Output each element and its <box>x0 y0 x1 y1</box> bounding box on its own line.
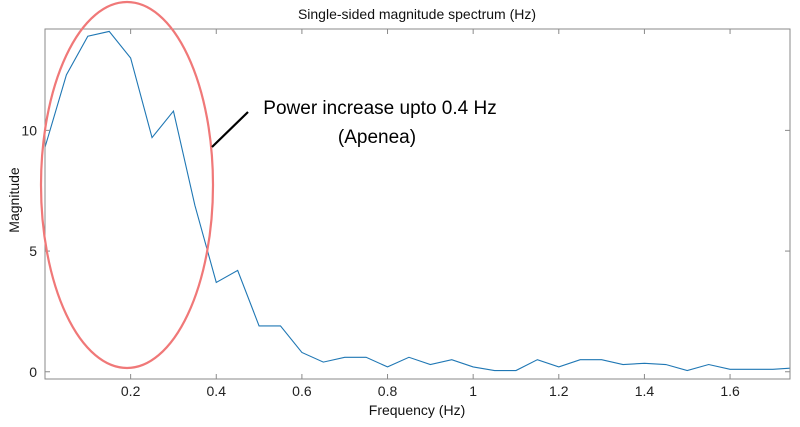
chart-title: Single-sided magnitude spectrum (Hz) <box>298 6 536 22</box>
y-axis-label: Magnitude <box>6 167 22 233</box>
x-tick-label: 1.4 <box>635 383 655 399</box>
y-tick-label: 0 <box>29 364 37 380</box>
x-axis-label: Frequency (Hz) <box>369 402 465 418</box>
series-line-0 <box>44 30 791 372</box>
highlight-ellipse <box>39 0 215 370</box>
y-tick-label: 10 <box>21 122 37 138</box>
x-tick-label: 0.8 <box>378 383 398 399</box>
x-tick-label: 0.4 <box>207 383 227 399</box>
annotation-pointer-line <box>211 111 249 148</box>
plot-frame <box>44 28 791 380</box>
x-tick-label: 0.6 <box>292 383 312 399</box>
x-tick-label: 0.2 <box>121 383 141 399</box>
annotation-text-line-1: Power increase upto 0.4 Hz <box>263 98 496 119</box>
x-tick-label: 1.6 <box>720 383 740 399</box>
x-tick-label: 1 <box>469 383 477 399</box>
x-tick-label: 1.2 <box>549 383 569 399</box>
y-tick-label: 5 <box>29 243 37 259</box>
annotation-text-line-2: (Apenea) <box>338 127 416 148</box>
